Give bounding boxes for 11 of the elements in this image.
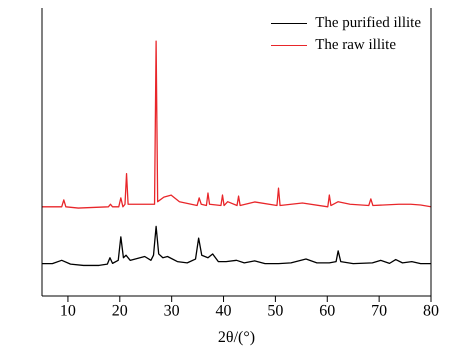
x-tick-label: 70 xyxy=(371,302,388,320)
x-tick-label: 50 xyxy=(267,302,284,320)
legend-label: The purified illite xyxy=(315,14,421,33)
x-axis-title: 2θ/(°) xyxy=(218,329,256,346)
x-tick-label: 40 xyxy=(216,302,232,320)
x-tick-label: 80 xyxy=(423,302,439,320)
x-tick-label: 20 xyxy=(112,302,128,320)
x-tick-label: 10 xyxy=(60,302,76,320)
x-tick-label: 60 xyxy=(319,302,336,320)
x-tick-label: 30 xyxy=(164,302,180,320)
legend-label: The raw illite xyxy=(315,36,396,55)
